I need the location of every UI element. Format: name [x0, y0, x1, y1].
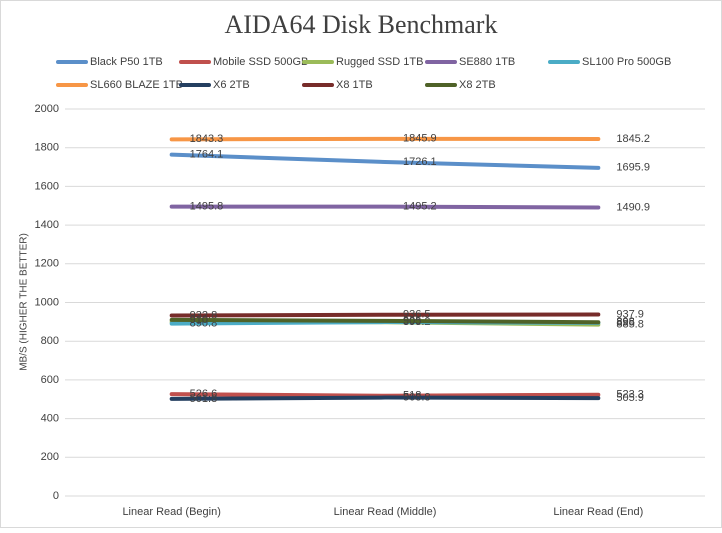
y-tick-label: 0 — [53, 490, 59, 502]
data-label: 910 — [190, 314, 208, 326]
data-label: 501.8 — [190, 393, 218, 405]
data-label: 1695.9 — [616, 162, 650, 174]
data-label: 1845.9 — [403, 133, 437, 145]
legend-label: SE880 1TB — [459, 56, 515, 68]
y-tick-label: 2000 — [35, 103, 59, 115]
data-label: 937.9 — [616, 308, 644, 320]
y-tick-label: 800 — [41, 335, 59, 347]
legend-label: SL660 BLAZE 1TB — [90, 79, 183, 91]
data-label: 1843.3 — [190, 133, 224, 145]
data-label: 1495.8 — [190, 200, 224, 212]
legend-label: SL100 Pro 500GB — [582, 56, 671, 68]
chart-title: AIDA64 Disk Benchmark — [225, 10, 498, 39]
legend-label: X8 1TB — [336, 79, 373, 91]
y-tick-label: 1200 — [35, 258, 59, 270]
data-label: 885.8 — [616, 319, 644, 331]
y-tick-label: 1000 — [35, 296, 59, 308]
legend-label: Black P50 1TB — [90, 56, 163, 68]
data-label: 1495.2 — [403, 201, 437, 213]
legend-label: Rugged SSD 1TB — [336, 56, 423, 68]
data-label: 1490.9 — [616, 201, 650, 213]
y-tick-label: 1600 — [35, 180, 59, 192]
data-label: 1726.1 — [403, 156, 437, 168]
series-line — [169, 312, 601, 318]
legend-label: X6 2TB — [213, 79, 250, 91]
data-label: 505.9 — [616, 392, 644, 404]
data-label: 905 — [403, 315, 421, 327]
data-label: 895 — [616, 317, 634, 329]
y-tick-label: 1400 — [35, 219, 59, 231]
data-label: 508.8 — [403, 391, 431, 403]
data-label: 523.3 — [616, 389, 644, 401]
data-label: 1764.1 — [190, 149, 224, 161]
data-label: 936.5 — [403, 309, 431, 321]
y-axis-title: MB/S (HIGHER THE BETTER) — [19, 233, 30, 371]
series-line — [169, 392, 601, 398]
y-tick-label: 600 — [41, 374, 59, 386]
legend-label: X8 2TB — [459, 79, 496, 91]
y-tick-label: 400 — [41, 413, 59, 425]
series-line — [169, 317, 601, 325]
series-line — [169, 204, 601, 210]
legend-label: Mobile SSD 500GB — [213, 56, 308, 68]
data-label: 1845.2 — [616, 133, 650, 145]
data-label: 898 — [616, 316, 634, 328]
y-tick-label: 200 — [41, 451, 59, 463]
x-tick-label: Linear Read (Middle) — [334, 506, 437, 518]
series-line — [169, 136, 601, 142]
x-tick-label: Linear Read (End) — [553, 506, 643, 518]
y-tick-label: 1800 — [35, 142, 59, 154]
series-line — [169, 395, 601, 401]
series-line — [169, 152, 601, 170]
x-tick-label: Linear Read (Begin) — [122, 506, 220, 518]
